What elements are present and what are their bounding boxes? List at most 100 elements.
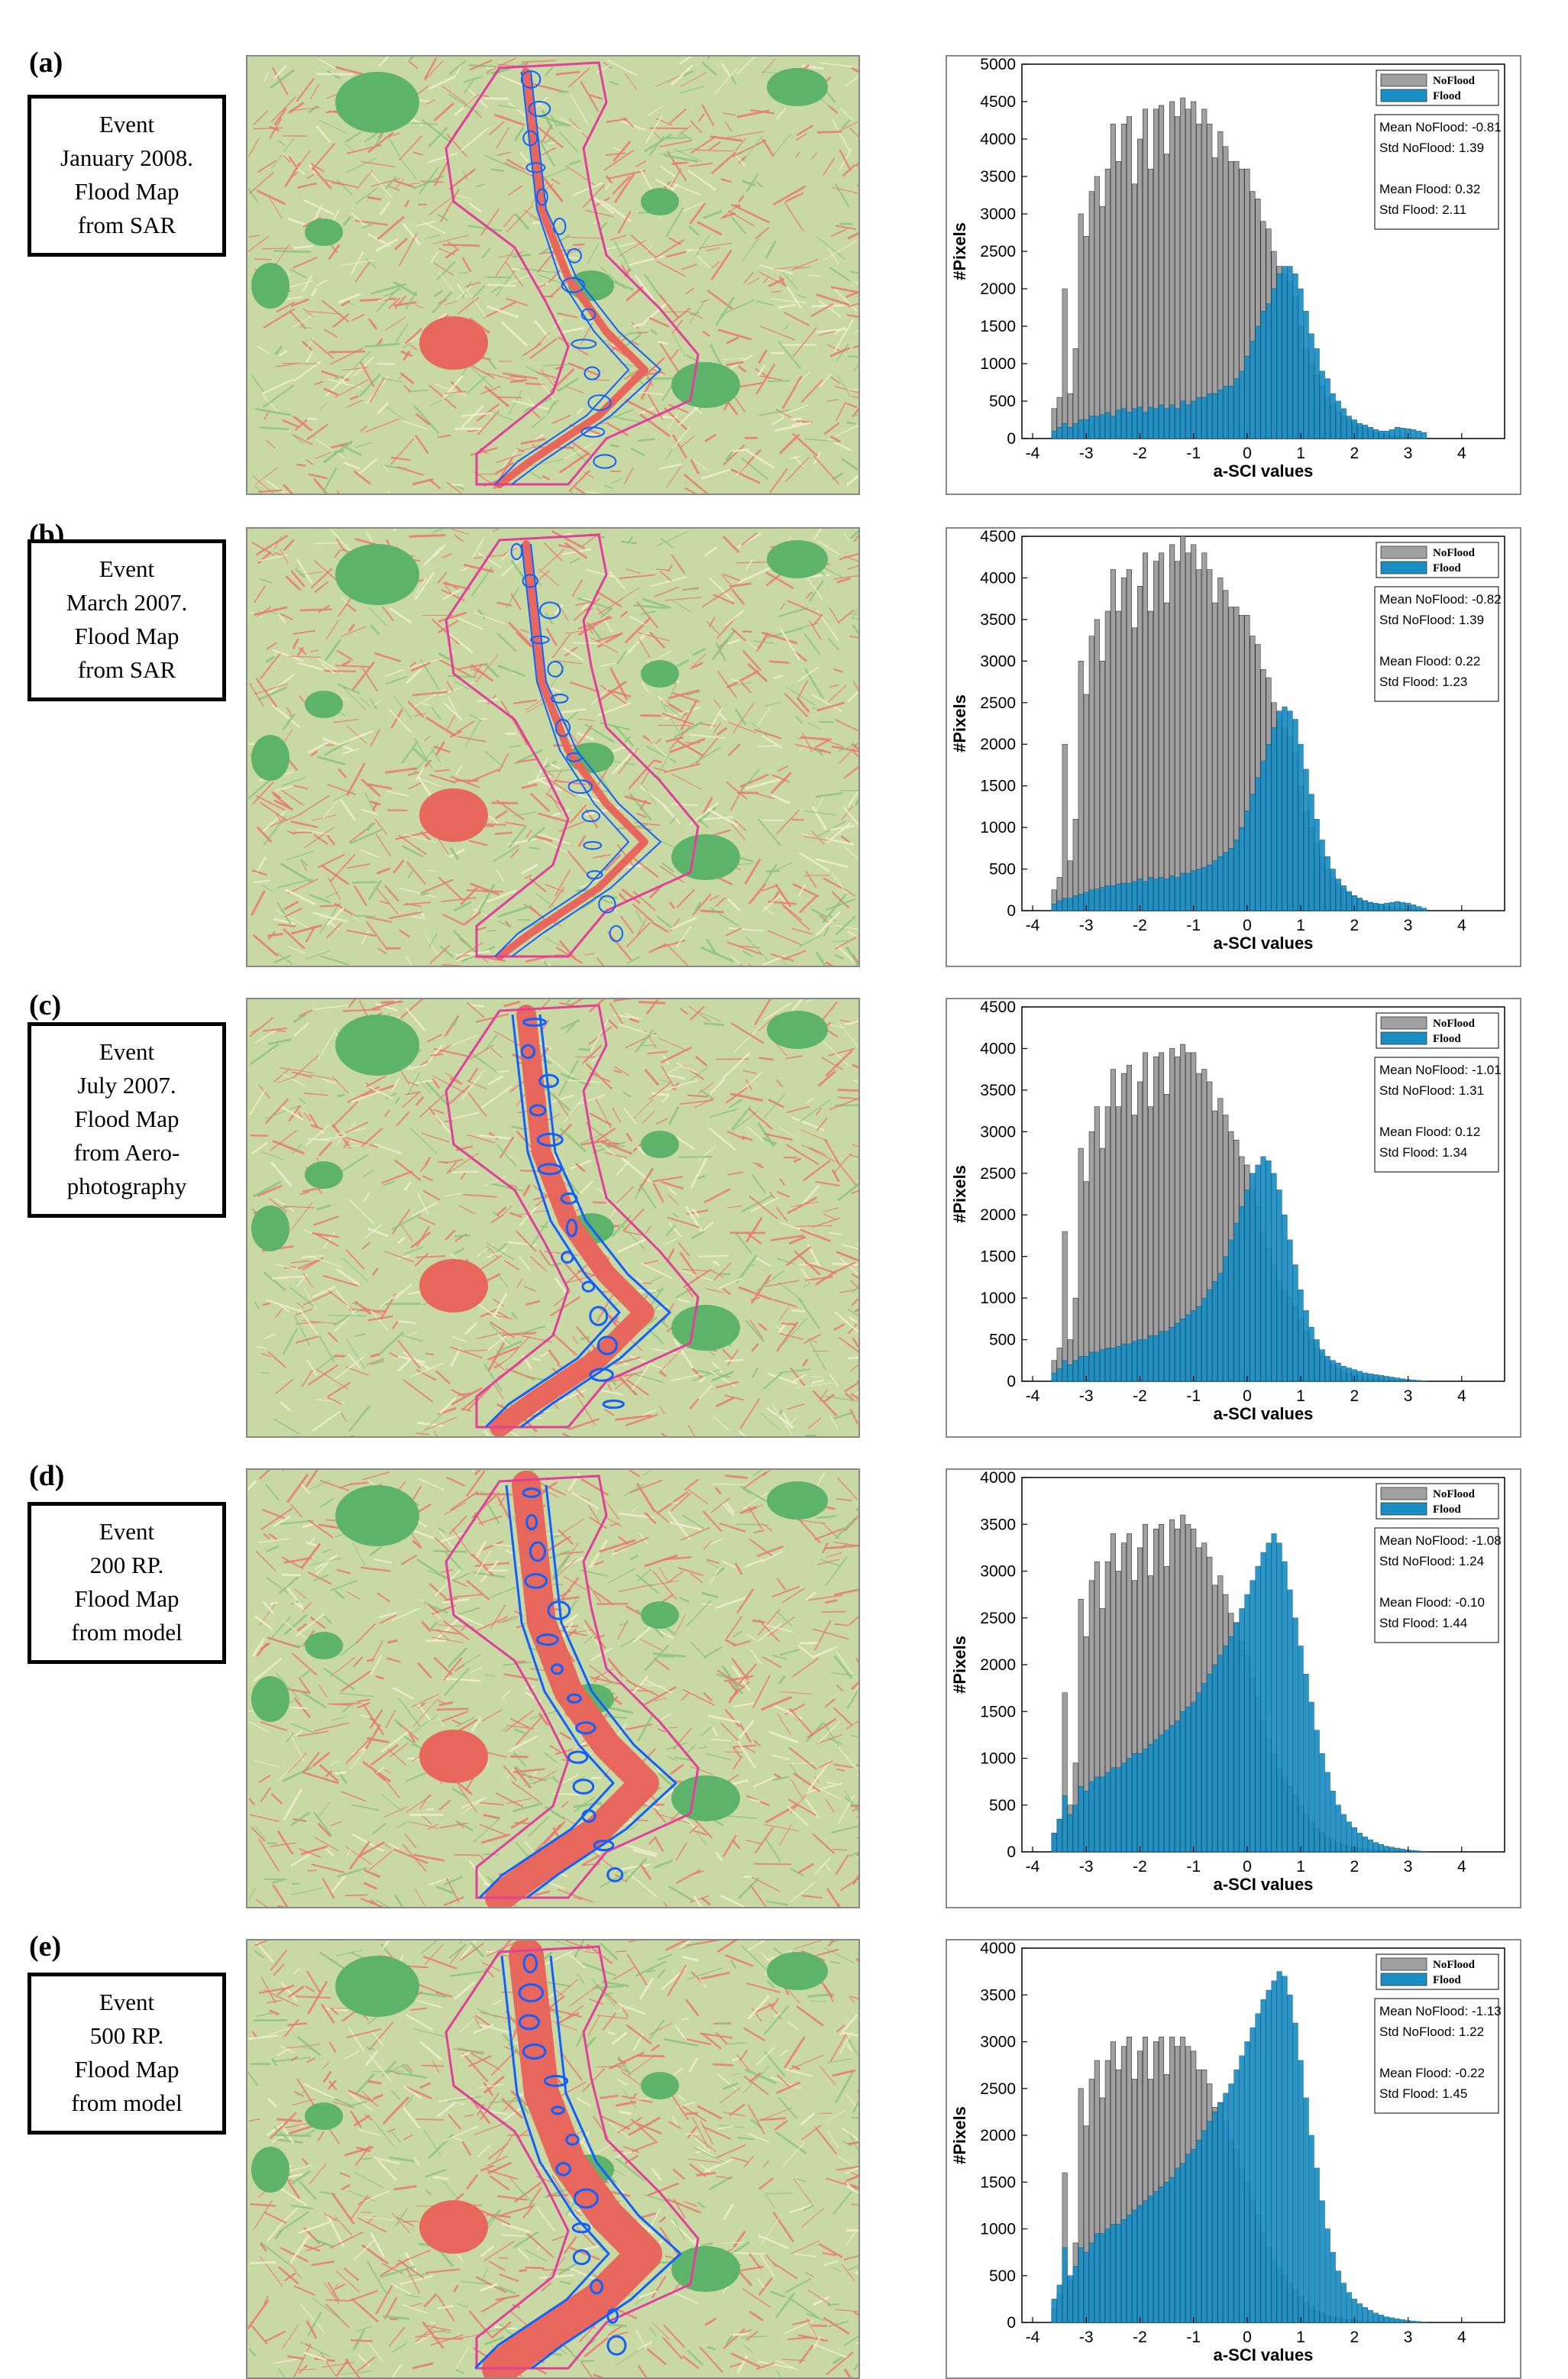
bar-flood — [1234, 840, 1239, 911]
bar-flood — [1057, 427, 1062, 439]
bar-flood — [1197, 869, 1201, 911]
y-tick-label: 2500 — [980, 2080, 1016, 2098]
bar-flood — [1336, 2271, 1340, 2322]
x-tick-label: 3 — [1404, 1858, 1413, 1876]
bar-flood — [1341, 1814, 1346, 1852]
x-tick-label: 0 — [1243, 917, 1252, 934]
bar-flood — [1218, 1656, 1223, 1852]
bar-noflood — [1169, 545, 1174, 911]
bar-flood — [1111, 1348, 1115, 1381]
bar-flood — [1320, 1753, 1324, 1852]
event-text-line: July 2007. — [33, 1069, 221, 1102]
bar-flood — [1373, 2313, 1378, 2322]
y-tick-label: 0 — [1007, 902, 1016, 920]
bar-noflood — [1132, 184, 1136, 439]
bar-noflood — [1121, 124, 1126, 439]
y-tick-label: 2500 — [980, 243, 1016, 261]
y-tick-label: 4000 — [980, 1940, 1016, 1957]
x-tick-label: 3 — [1404, 445, 1413, 462]
bar-flood — [1143, 2201, 1147, 2322]
bar-flood — [1169, 2177, 1174, 2322]
bar-noflood — [1089, 192, 1094, 439]
bar-flood — [1159, 877, 1163, 911]
bar-flood — [1121, 409, 1126, 439]
bar-flood — [1164, 409, 1169, 439]
bar-flood — [1368, 1374, 1372, 1381]
bar-flood — [1395, 1848, 1399, 1852]
bar-flood — [1341, 885, 1346, 911]
event-text-line: Event — [33, 1986, 221, 2019]
stats-line: Std NoFlood: 1.39 — [1379, 613, 1484, 627]
bar-flood — [1282, 267, 1287, 439]
y-tick-label: 500 — [989, 393, 1016, 410]
bar-flood — [1191, 1702, 1195, 1852]
bar-flood — [1293, 2023, 1298, 2322]
bar-flood — [1389, 902, 1394, 911]
bar-flood — [1132, 409, 1136, 439]
y-tick-label: 3500 — [980, 1986, 1016, 2004]
bar-flood — [1224, 1646, 1228, 1853]
x-tick-label: 2 — [1350, 445, 1359, 462]
stats-line: Std Flood: 1.45 — [1379, 2086, 1467, 2101]
bar-flood — [1384, 2317, 1389, 2322]
bar-flood — [1159, 1735, 1163, 1852]
bar-flood — [1347, 416, 1351, 439]
bar-flood — [1202, 1684, 1207, 1853]
bar-flood — [1105, 2229, 1110, 2323]
y-tick-label: 1000 — [980, 1290, 1016, 1307]
bar-flood — [1379, 904, 1383, 911]
bar-flood — [1213, 393, 1217, 439]
bar-flood — [1229, 848, 1233, 911]
bar-noflood — [1105, 169, 1110, 439]
bar-flood — [1245, 1190, 1250, 1381]
event-text-line: 500 RP. — [33, 2019, 221, 2053]
y-tick-label: 1000 — [980, 819, 1016, 837]
bar-flood — [1068, 427, 1072, 439]
bar-flood — [1314, 348, 1319, 439]
bar-noflood — [1121, 578, 1126, 911]
bar-flood — [1347, 2293, 1351, 2322]
x-tick-label: -4 — [1026, 445, 1040, 462]
x-tick-label: 4 — [1457, 2329, 1466, 2346]
bar-flood — [1180, 2164, 1185, 2322]
bar-flood — [1395, 901, 1399, 911]
bar-noflood — [1197, 570, 1201, 911]
bar-flood — [1208, 1290, 1212, 1381]
bar-flood — [1153, 1335, 1158, 1381]
bar-flood — [1148, 1335, 1153, 1381]
y-tick-label: 500 — [989, 2267, 1016, 2285]
y-tick-label: 4500 — [980, 529, 1016, 545]
bar-flood — [1153, 1740, 1158, 1852]
bar-flood — [1159, 1332, 1163, 1381]
event-text-line: Flood Map — [33, 2053, 221, 2086]
bar-noflood — [1153, 1057, 1158, 1381]
legend-swatch — [1381, 1487, 1427, 1500]
bar-flood — [1384, 1376, 1389, 1381]
y-axis-label: #Pixels — [950, 694, 969, 753]
bar-flood — [1261, 761, 1266, 911]
bar-flood — [1197, 2140, 1201, 2322]
event-text-line: from model — [33, 1616, 221, 1649]
bar-flood — [1148, 877, 1153, 911]
bar-noflood — [1094, 620, 1099, 911]
bar-noflood — [1116, 1107, 1120, 1381]
y-tick-label: 3000 — [980, 1563, 1016, 1581]
bar-flood — [1224, 2093, 1228, 2322]
event-text-line: Flood Map — [33, 620, 221, 653]
bar-flood — [1116, 1768, 1120, 1852]
bar-flood — [1336, 1363, 1340, 1381]
bar-flood — [1218, 856, 1223, 911]
y-tick-label: 1500 — [980, 778, 1016, 795]
x-tick-label: 0 — [1243, 1387, 1252, 1405]
x-tick-label: 1 — [1296, 917, 1305, 934]
bar-flood — [1062, 2248, 1067, 2322]
bar-flood — [1164, 1730, 1169, 1852]
bar-flood — [1363, 2307, 1367, 2322]
y-tick-label: 3000 — [980, 1123, 1016, 1141]
bar-flood — [1121, 1763, 1126, 1852]
y-tick-label: 1500 — [980, 1703, 1016, 1720]
bar-flood — [1052, 431, 1056, 439]
bar-flood — [1100, 2234, 1104, 2322]
bar-flood — [1094, 2234, 1099, 2322]
